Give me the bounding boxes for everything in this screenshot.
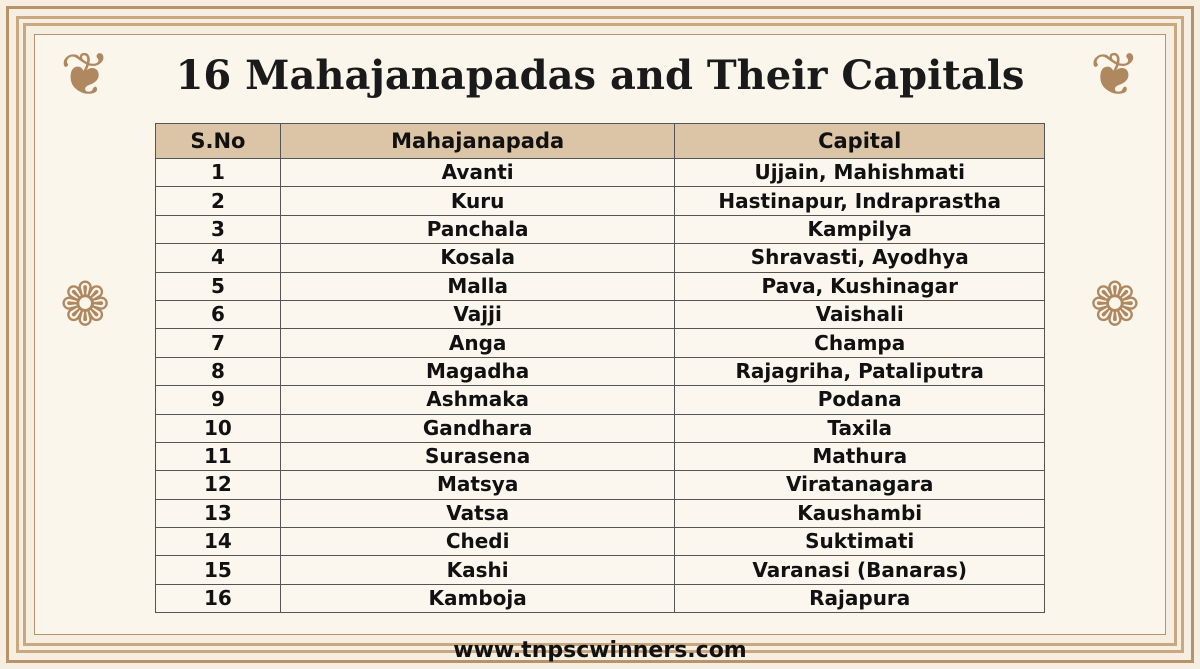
table-cell: Malla [279, 271, 676, 301]
table-cell: Ashmaka [279, 385, 676, 415]
table-row: 10 Gandhara Taxila [155, 413, 1045, 443]
table-cell: Kampilya [674, 214, 1045, 245]
table-row: 1 Avanti Ujjain, Mahishmati [155, 157, 1045, 188]
table-cell: 12 [155, 470, 281, 500]
footer: www.tnpscwinners.com [453, 638, 747, 663]
table-cell: Kosala [279, 243, 676, 273]
table-cell: Kashi [279, 555, 676, 585]
table-cell: Vatsa [279, 498, 676, 529]
table-cell: 11 [155, 441, 281, 472]
table-cell: Pava, Kushinagar [674, 271, 1045, 301]
table-cell: Kuru [279, 186, 676, 216]
table-cell: 16 [155, 583, 281, 614]
header-cell: Capital [674, 123, 1045, 159]
table-cell: 3 [155, 214, 281, 245]
table-cell: Rajapura [674, 583, 1045, 614]
table-row: 11 Surasena Mathura [155, 441, 1045, 472]
table-cell: 9 [155, 385, 281, 415]
table-row: 2 Kuru Hastinapur, Indraprastha [155, 186, 1045, 216]
table-cell: Vaishali [674, 299, 1045, 330]
table-cell: Panchala [279, 214, 676, 245]
table-cell: Viratanagara [674, 470, 1045, 500]
table-cell: Taxila [674, 413, 1045, 443]
table-cell: Rajagriha, Pataliputra [674, 356, 1045, 387]
ornament: ❁ [1089, 270, 1140, 340]
table-cell: 6 [155, 299, 281, 330]
table-row: 4 Kosala Shravasti, Ayodhya [155, 243, 1045, 273]
table-cell: 14 [155, 527, 281, 557]
table-row: 16 Kamboja Rajapura [155, 583, 1045, 614]
table-row: 5 Malla Pava, Kushinagar [155, 271, 1045, 301]
header-cell: Mahajanapada [279, 123, 676, 159]
table-cell: Surasena [279, 441, 676, 472]
table-body: 1 Avanti Ujjain, Mahishmati 2 Kuru Hastinapur… [155, 157, 1045, 614]
table-cell: 4 [155, 243, 281, 273]
ornament: ❁ [60, 270, 111, 340]
border [16, 16, 1184, 653]
table-cell: Vajji [279, 299, 676, 330]
table-cell: 7 [155, 328, 281, 358]
header-cell: S.No [155, 123, 281, 159]
table-cell: 8 [155, 356, 281, 387]
title: 16 Mahajanapadas and Their Capitals [175, 52, 1025, 99]
table-cell: Gandhara [279, 413, 676, 443]
table-cell: Podana [674, 385, 1045, 415]
table-cell: 5 [155, 271, 281, 301]
table-cell: Kamboja [279, 583, 676, 614]
table-row: 7 Anga Champa [155, 328, 1045, 358]
table-cell: 1 [155, 157, 281, 188]
table-row: 13 Vatsa Kaushambi [155, 498, 1045, 529]
table-row: 8 Magadha Rajagriha, Pataliputra [155, 356, 1045, 387]
table-cell: Magadha [279, 356, 676, 387]
table-cell: Avanti [279, 157, 676, 188]
table-cell: Shravasti, Ayodhya [674, 243, 1045, 273]
table-cell: Suktimati [674, 527, 1045, 557]
table-cell: Anga [279, 328, 676, 358]
table-cell: Mathura [674, 441, 1045, 472]
table-cell: Varanasi (Banaras) [674, 555, 1045, 585]
table-row: 15 Kashi Varanasi (Banaras) [155, 555, 1045, 585]
table-cell: Chedi [279, 527, 676, 557]
table-cell: Matsya [279, 470, 676, 500]
ornament: ❦ [1089, 40, 1140, 110]
table: S.No Mahajanapada Capital 1 Avanti Ujjain, M… [155, 123, 1045, 614]
table-row: 3 Panchala Kampilya [155, 214, 1045, 245]
table-row: 9 Ashmaka Podana [155, 385, 1045, 415]
table-cell: Champa [674, 328, 1045, 358]
table-cell: 10 [155, 413, 281, 443]
table-cell: Hastinapur, Indraprastha [674, 186, 1045, 216]
table-cell: 13 [155, 498, 281, 529]
table-row: 6 Vajji Vaishali [155, 299, 1045, 330]
table-row: 14 Chedi Suktimati [155, 527, 1045, 557]
header-row: S.No Mahajanapada Capital [155, 123, 1045, 159]
table-cell: Kaushambi [674, 498, 1045, 529]
border [6, 6, 1194, 663]
table-cell: 15 [155, 555, 281, 585]
table-row: 12 Matsya Viratanagara [155, 470, 1045, 500]
ornament: ❦ [60, 40, 111, 110]
table-cell: 2 [155, 186, 281, 216]
table-cell: Ujjain, Mahishmati [674, 157, 1045, 188]
